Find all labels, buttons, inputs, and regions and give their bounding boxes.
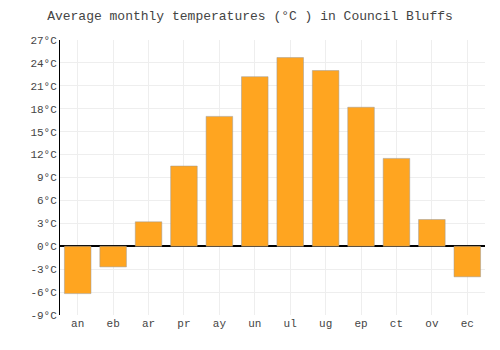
svg-text:15°C: 15°C xyxy=(30,127,57,139)
svg-text:ug: ug xyxy=(319,318,332,330)
svg-text:-3°C: -3°C xyxy=(30,264,57,276)
svg-text:ar: ar xyxy=(142,318,155,330)
svg-text:21°C: 21°C xyxy=(30,81,57,93)
svg-text:9°C: 9°C xyxy=(37,172,57,184)
svg-text:Average monthly temperatures (: Average monthly temperatures (°C ) in Co… xyxy=(47,9,453,24)
svg-text:ov: ov xyxy=(425,318,439,330)
svg-text:ec: ec xyxy=(461,318,474,330)
svg-text:ay: ay xyxy=(213,318,227,330)
svg-text:ul: ul xyxy=(284,318,297,330)
svg-text:eb: eb xyxy=(107,318,120,330)
svg-text:an: an xyxy=(71,318,84,330)
svg-text:-6°C: -6°C xyxy=(30,287,57,299)
svg-text:un: un xyxy=(248,318,261,330)
svg-text:18°C: 18°C xyxy=(30,104,57,116)
svg-text:24°C: 24°C xyxy=(30,58,57,70)
svg-text:3°C: 3°C xyxy=(37,218,57,230)
svg-text:ep: ep xyxy=(354,318,367,330)
svg-text:0°C: 0°C xyxy=(37,241,57,253)
svg-text:6°C: 6°C xyxy=(37,195,57,207)
svg-text:27°C: 27°C xyxy=(30,35,57,47)
svg-text:ct: ct xyxy=(390,318,403,330)
svg-text:12°C: 12°C xyxy=(30,149,57,161)
svg-text:pr: pr xyxy=(177,318,190,330)
svg-text:-9°C: -9°C xyxy=(30,310,57,322)
